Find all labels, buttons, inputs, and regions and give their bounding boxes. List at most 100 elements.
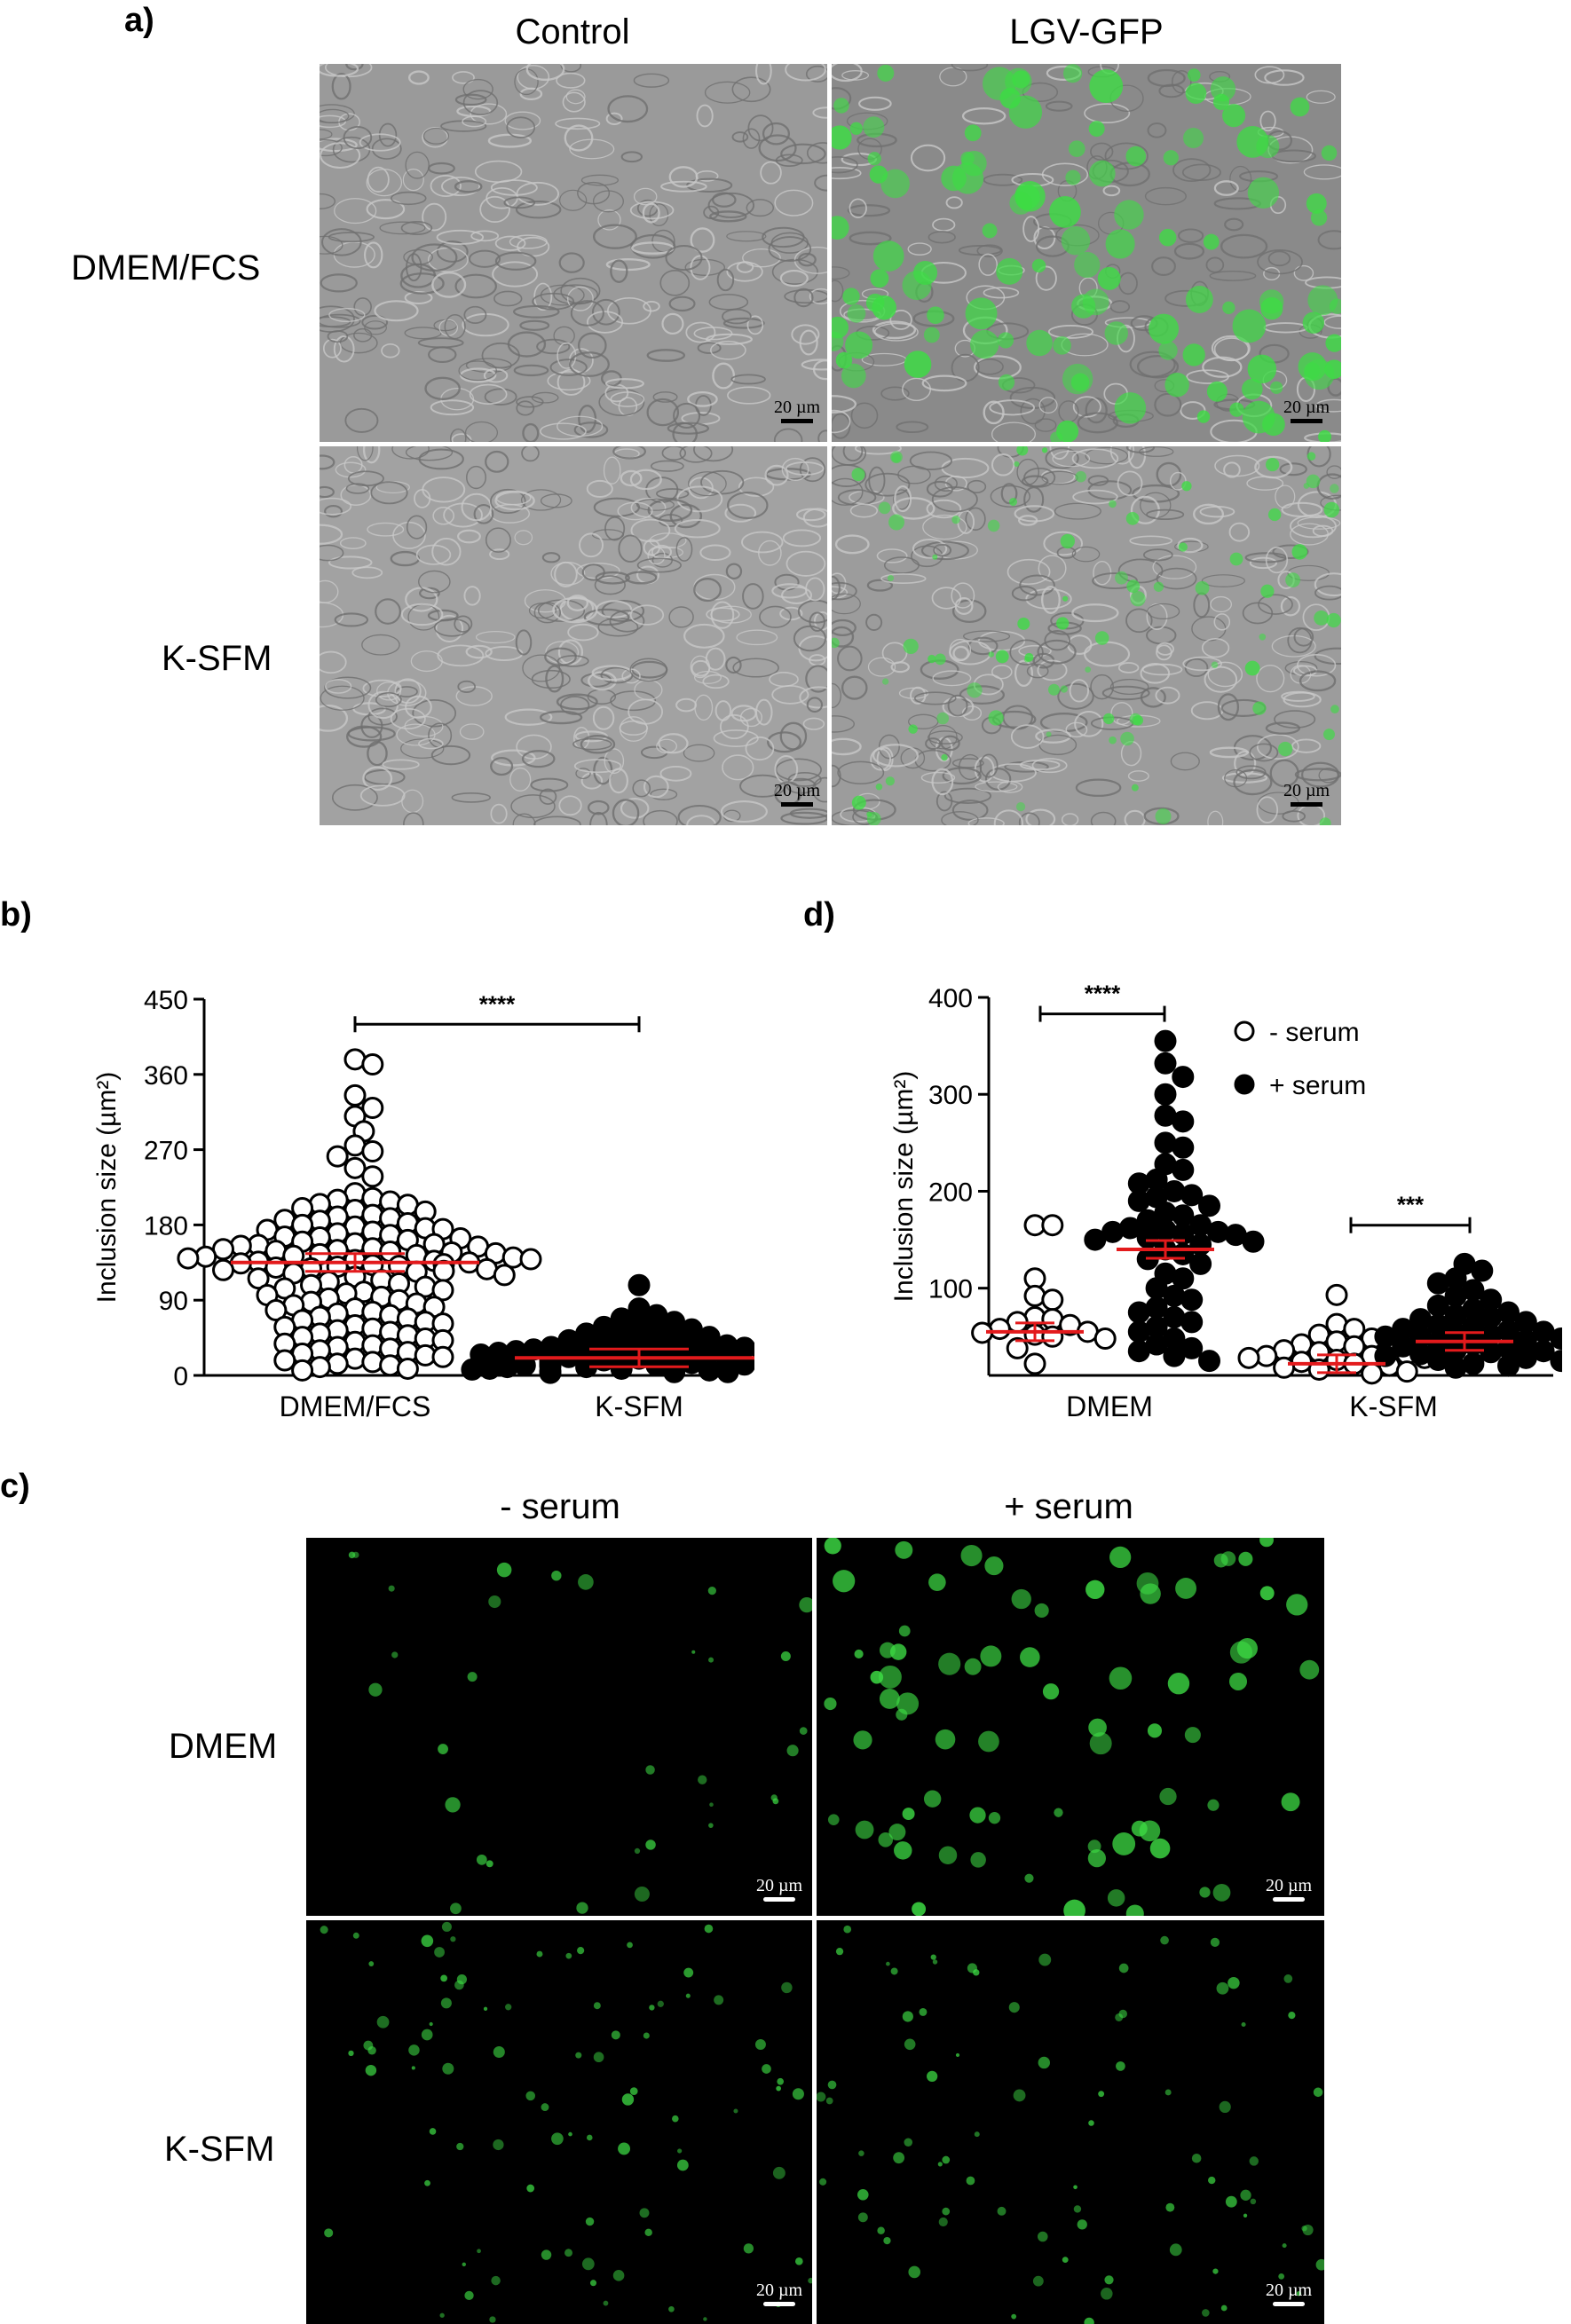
cell-outline [436, 240, 469, 263]
inclusion-dot [1281, 1792, 1300, 1812]
scale-bar: 20 µm [1262, 1876, 1315, 1902]
inclusion-dot [1107, 1889, 1125, 1907]
cell-outline [933, 543, 952, 557]
inclusion-dot [1206, 381, 1228, 402]
inclusion-dot [964, 124, 982, 142]
cell-outline [474, 160, 523, 184]
cell-outline [604, 378, 644, 390]
inclusion-dot [1219, 2100, 1231, 2114]
cell-outline [780, 811, 827, 825]
inclusion-dot [657, 2000, 664, 2007]
inclusion-dot [564, 2249, 572, 2257]
inclusion-dot [843, 1925, 852, 1934]
cell-outline [512, 813, 536, 825]
inclusion-dot [1290, 97, 1310, 117]
inclusion-dot [1032, 2275, 1044, 2287]
inclusion-dot [367, 2045, 376, 2055]
cell-outline [646, 349, 686, 362]
cell-outline [802, 717, 825, 730]
cell-outline [1293, 264, 1314, 281]
cell-outline [339, 537, 367, 549]
data-point [1325, 1283, 1348, 1306]
inclusion-dot [704, 1924, 714, 1934]
inclusion-dot [1325, 334, 1341, 352]
cell-outline [1045, 447, 1079, 469]
cell-outline [1021, 475, 1049, 488]
inclusion-dot [709, 1802, 714, 1808]
cell-outline [673, 402, 701, 429]
cell-outline [490, 179, 538, 196]
inclusion-dot [938, 1846, 958, 1864]
inclusion-dot [576, 1902, 588, 1914]
inclusion-dot [1013, 2089, 1026, 2102]
data-point [1189, 1252, 1212, 1275]
data-point [539, 1361, 562, 1384]
inclusion-dot [683, 1967, 694, 1978]
cell-outline [418, 737, 444, 750]
cell-outline [487, 133, 533, 148]
cell-outline [793, 288, 814, 308]
data-point [326, 1352, 349, 1375]
inclusion-dot [988, 651, 995, 658]
scale-bar: 20 µm [1280, 398, 1333, 423]
data-point [1198, 1194, 1220, 1217]
cell-outline [977, 630, 1026, 651]
cell-outline [1065, 721, 1088, 738]
scale-bar: 20 µm [753, 2281, 806, 2306]
inclusion-dot [450, 1936, 456, 1942]
cell-outline [932, 670, 972, 687]
cell-outline [1014, 505, 1055, 523]
cell-outline [683, 744, 715, 762]
legend-marker [1234, 1020, 1255, 1042]
cell-outline [865, 613, 883, 631]
y-tick-label: 90 [159, 1287, 188, 1316]
cell-outline [832, 581, 857, 601]
inclusion-dot [1222, 301, 1235, 314]
cell-outline [345, 483, 370, 494]
cell-outline [806, 142, 827, 164]
inclusion-dot [881, 678, 889, 685]
inclusion-dot [1104, 2275, 1114, 2285]
cell-outline [742, 248, 781, 268]
cell-outline [1249, 743, 1279, 762]
inclusion-dot [1196, 410, 1211, 423]
cell-outline [656, 488, 690, 500]
cell-outline [612, 799, 640, 825]
cell-outline [411, 243, 458, 272]
cell-outline [1071, 603, 1119, 623]
cell-outline [931, 768, 954, 796]
cell-outline [1109, 446, 1135, 465]
data-point [1550, 1327, 1562, 1350]
data-point [361, 1351, 384, 1374]
cell-outline [767, 731, 802, 753]
column-header-lgv-gfp: LGV-GFP [1009, 12, 1164, 51]
cell-outline [569, 351, 610, 377]
data-point [1480, 1341, 1503, 1364]
inclusion-dot [1118, 2009, 1127, 2019]
inclusion-dot [1094, 631, 1109, 645]
cell-outline [457, 529, 481, 544]
cell-outline [802, 508, 827, 528]
data-point [361, 1139, 384, 1162]
cell-outline [817, 429, 827, 442]
cell-outline [920, 540, 969, 561]
data-point [1180, 1311, 1204, 1334]
cell-outline [363, 768, 406, 785]
inclusion-dot [1164, 2089, 1172, 2096]
inclusion-dot [454, 1980, 464, 1990]
inclusion-dot [476, 1854, 487, 1865]
data-point [519, 1248, 542, 1271]
cell-outline [872, 320, 917, 340]
inclusion-dot [1088, 160, 1116, 187]
inclusion-dot [1222, 104, 1246, 128]
cell-outline [521, 446, 540, 462]
legend-label: + serum [1269, 1071, 1366, 1100]
inclusion-dot [324, 2228, 334, 2238]
inclusion-dot [1065, 169, 1081, 185]
inclusion-dot [408, 2044, 420, 2056]
cell-outline [353, 297, 372, 317]
cell-outline [470, 103, 508, 125]
data-point [1198, 1350, 1220, 1373]
cell-outline [620, 469, 643, 487]
cell-outline [668, 606, 694, 628]
